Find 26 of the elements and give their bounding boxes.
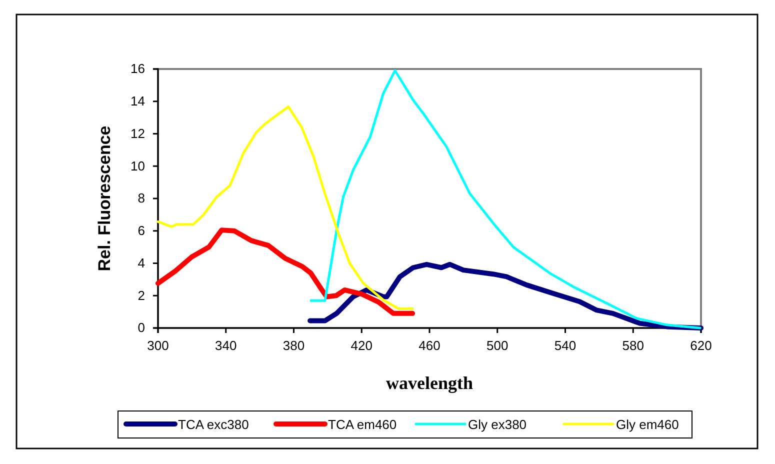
line-series xyxy=(310,69,702,330)
x-tick-label: 620 xyxy=(690,338,712,354)
y-tick-label: 4 xyxy=(138,255,145,270)
line-series xyxy=(156,105,414,310)
x-tick-label: 500 xyxy=(486,338,508,354)
legend-label: TCA exc380 xyxy=(178,417,249,432)
legend-label: Gly ex380 xyxy=(468,417,527,432)
y-tick-label: 6 xyxy=(138,223,145,238)
y-axis-title: Rel. Fluorescence xyxy=(95,126,114,272)
x-tick-label: 540 xyxy=(554,338,576,354)
y-tick-label: 8 xyxy=(138,190,145,206)
y-tick-label: 10 xyxy=(130,158,145,174)
x-tick-label: 580 xyxy=(622,338,644,354)
y-tick-label: 2 xyxy=(138,288,145,303)
y-tick-label: 0 xyxy=(138,320,145,336)
x-tick-label: 380 xyxy=(282,338,305,354)
legend-label: Gly em460 xyxy=(616,417,679,432)
legend-label: TCA em460 xyxy=(328,417,397,432)
x-tick-label: 460 xyxy=(418,338,440,354)
y-tick-label: 14 xyxy=(130,94,145,109)
y-tick-label: 16 xyxy=(130,61,145,76)
x-axis-title: wavelength xyxy=(386,373,473,393)
x-tick-label: 300 xyxy=(147,338,169,354)
x-tick-label: 420 xyxy=(350,338,372,354)
x-tick-label: 340 xyxy=(215,338,237,354)
y-tick-label: 12 xyxy=(130,126,145,141)
